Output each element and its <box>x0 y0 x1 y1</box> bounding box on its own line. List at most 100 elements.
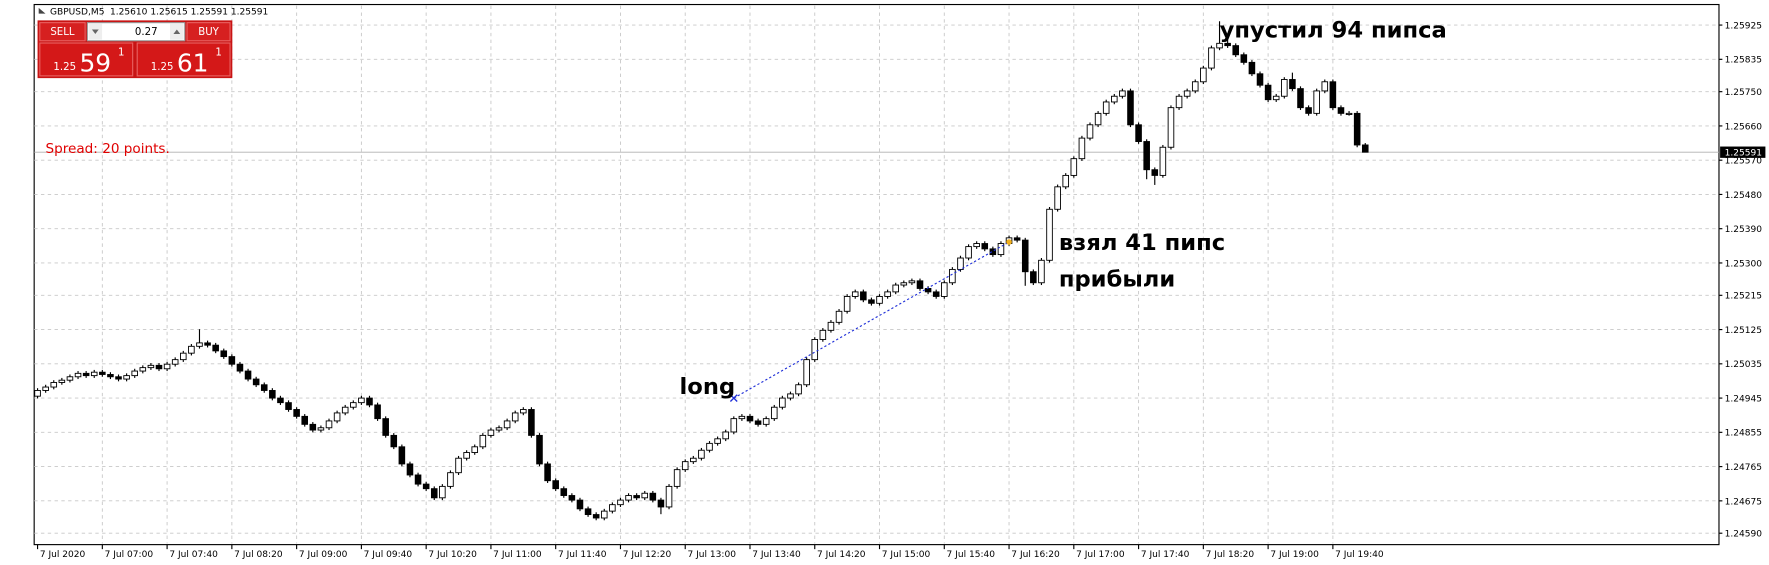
candle-body <box>544 463 551 482</box>
candle-body <box>860 291 867 301</box>
buy-price-box[interactable] <box>136 42 231 77</box>
annotation: упустил 94 пипса <box>1220 17 1447 43</box>
candle-body <box>1216 42 1223 49</box>
exit-marker <box>1006 239 1012 245</box>
candle-body <box>746 415 754 422</box>
x-tick-label: 7 Jul 08:20 <box>234 550 283 560</box>
candle-body <box>1240 54 1248 63</box>
candle-body <box>835 310 843 323</box>
candle-body <box>568 495 576 501</box>
candle-body <box>1208 47 1215 69</box>
down-arrow <box>91 29 99 34</box>
candle-body <box>74 372 82 378</box>
candle-body <box>698 449 705 459</box>
x-tick-label: 7 Jul 12:20 <box>623 550 672 560</box>
candle-body <box>1256 73 1264 86</box>
up-arrow <box>173 29 181 34</box>
candle-body <box>722 431 729 440</box>
candle-body <box>1054 186 1061 210</box>
y-tick-label: 1.25925 <box>1725 21 1762 31</box>
candle-body <box>317 427 325 431</box>
candle-body <box>58 379 66 383</box>
x-tick-label: 7 Jul 11:40 <box>558 550 607 560</box>
y-tick-label: 1.25660 <box>1725 122 1763 132</box>
candle-body <box>374 404 381 420</box>
candle-body <box>1248 61 1256 75</box>
candle-body <box>131 370 138 377</box>
candle-body <box>1232 45 1240 56</box>
candle-body <box>487 429 495 436</box>
y-tick-label: 1.25035 <box>1725 360 1762 370</box>
candle-body <box>285 402 292 410</box>
candle-body <box>1135 124 1142 142</box>
candle-body <box>196 342 203 347</box>
x-tick-label: 7 Jul 07:00 <box>105 550 154 560</box>
y-tick-label: 1.25750 <box>1725 88 1763 98</box>
candle-body <box>1086 124 1094 139</box>
symbol-title: GBPUSD,M5 <box>50 8 104 18</box>
candle-body <box>1127 90 1134 126</box>
ohlc-text: 1.25610 1.25615 1.25591 1.25591 <box>110 8 268 18</box>
candle-body <box>1361 144 1369 153</box>
bid-label: 1.25591 <box>1725 149 1762 159</box>
candle-body <box>779 397 786 408</box>
candle-body <box>236 363 244 372</box>
candle-body <box>82 372 90 377</box>
candle-body <box>957 257 964 270</box>
x-tick-label: 7 Jul 19:40 <box>1335 550 1384 560</box>
sell-price-prefix: 1.25 <box>53 62 76 73</box>
candle-body <box>989 248 997 256</box>
candle-body <box>641 492 649 499</box>
candle-body <box>228 356 236 365</box>
buy-label: BUY <box>198 27 219 38</box>
candle-body <box>1200 67 1207 83</box>
candle-body <box>1143 141 1150 171</box>
annotation: прибыли <box>1059 266 1175 292</box>
x-tick-label: 7 Jul 2020 <box>40 550 86 560</box>
candle-body <box>350 402 357 408</box>
candle-body <box>690 457 697 463</box>
candle-body <box>1353 112 1361 146</box>
candle-body <box>204 342 211 346</box>
entry-marker <box>729 394 738 402</box>
candle-body <box>730 418 738 433</box>
candle-body <box>1062 174 1070 188</box>
sell-price-box[interactable] <box>39 42 134 77</box>
x-tick-label: 7 Jul 19:00 <box>1270 550 1319 560</box>
x-tick-label: 7 Jul 15:40 <box>947 550 996 560</box>
candle-body <box>358 397 365 404</box>
y-tick-label: 1.24945 <box>1725 394 1762 404</box>
candle-body <box>155 364 163 370</box>
candle-body <box>123 375 130 380</box>
candle-body <box>1111 95 1118 103</box>
candle-body <box>422 483 430 490</box>
candle-body <box>1038 259 1045 284</box>
x-tick-label: 7 Jul 10:20 <box>428 550 477 560</box>
trade-line <box>733 241 1010 399</box>
candle-body <box>851 291 859 297</box>
candle-body <box>180 352 187 361</box>
candle-body <box>1159 146 1167 176</box>
candle-body <box>609 504 616 512</box>
candle-body <box>754 420 762 425</box>
candle-body <box>1078 137 1086 160</box>
x-tick-label: 7 Jul 14:20 <box>817 550 866 560</box>
candle-body <box>382 418 389 436</box>
candle-body <box>673 469 681 487</box>
candle-body <box>463 452 470 459</box>
candle-body <box>1102 101 1110 114</box>
candle-body <box>50 382 58 388</box>
sell-button[interactable] <box>39 22 86 42</box>
buy-button[interactable] <box>186 22 231 42</box>
candle-body <box>1345 112 1353 115</box>
candle-body <box>600 510 608 519</box>
lot-input[interactable] <box>86 22 186 42</box>
candle-body <box>1281 79 1288 97</box>
candle-body <box>916 280 924 289</box>
sell-label: SELL <box>50 27 75 38</box>
x-tick-label: 7 Jul 18:20 <box>1206 550 1255 560</box>
candle-body <box>803 359 810 386</box>
candle-body <box>107 374 114 378</box>
candle-body <box>908 280 916 284</box>
